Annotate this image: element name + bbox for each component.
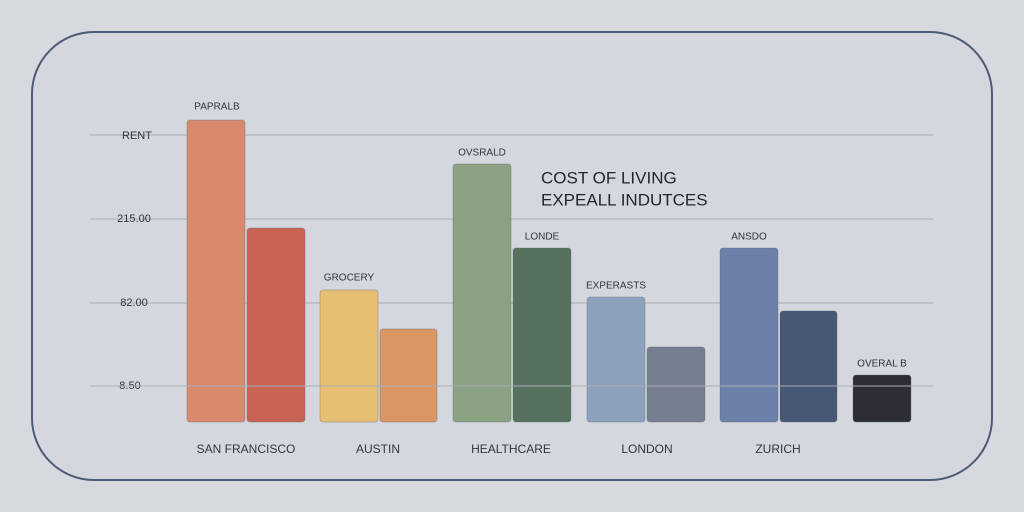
title-line: EXPEALL INDUTCES <box>541 190 708 209</box>
axis-label: 82.00 <box>120 297 148 309</box>
bar <box>246 227 306 423</box>
bar-label: LONDE <box>525 232 560 243</box>
bar <box>379 328 438 423</box>
category-label: SAN FRANCISCO <box>197 442 296 456</box>
bar <box>319 289 379 423</box>
category-label: ZURICH <box>755 442 800 456</box>
panel <box>31 31 993 481</box>
bar-label: OVERAL B <box>857 359 907 370</box>
category-label: LONDON <box>621 442 672 456</box>
bar-label: PAPRALB <box>194 102 240 113</box>
title-line: COST OF LIVING <box>541 168 677 187</box>
bar <box>646 346 706 423</box>
bar-label: OVSRALD <box>458 148 506 159</box>
category-label: AUSTIN <box>356 442 400 456</box>
bar-label: GROCERY <box>324 273 375 284</box>
bar <box>779 310 838 423</box>
category-label: HEALTHCARE <box>471 442 551 456</box>
bar-label: ANSDO <box>731 232 767 243</box>
bar <box>512 247 572 423</box>
bar <box>852 374 912 423</box>
bar <box>452 163 512 423</box>
bar-label: EXPERASTS <box>586 281 646 292</box>
bar <box>186 119 246 423</box>
bar <box>586 296 646 423</box>
axis-label: RENT <box>122 130 152 142</box>
axis-label: 215.00 <box>117 213 151 225</box>
bar <box>719 247 779 423</box>
